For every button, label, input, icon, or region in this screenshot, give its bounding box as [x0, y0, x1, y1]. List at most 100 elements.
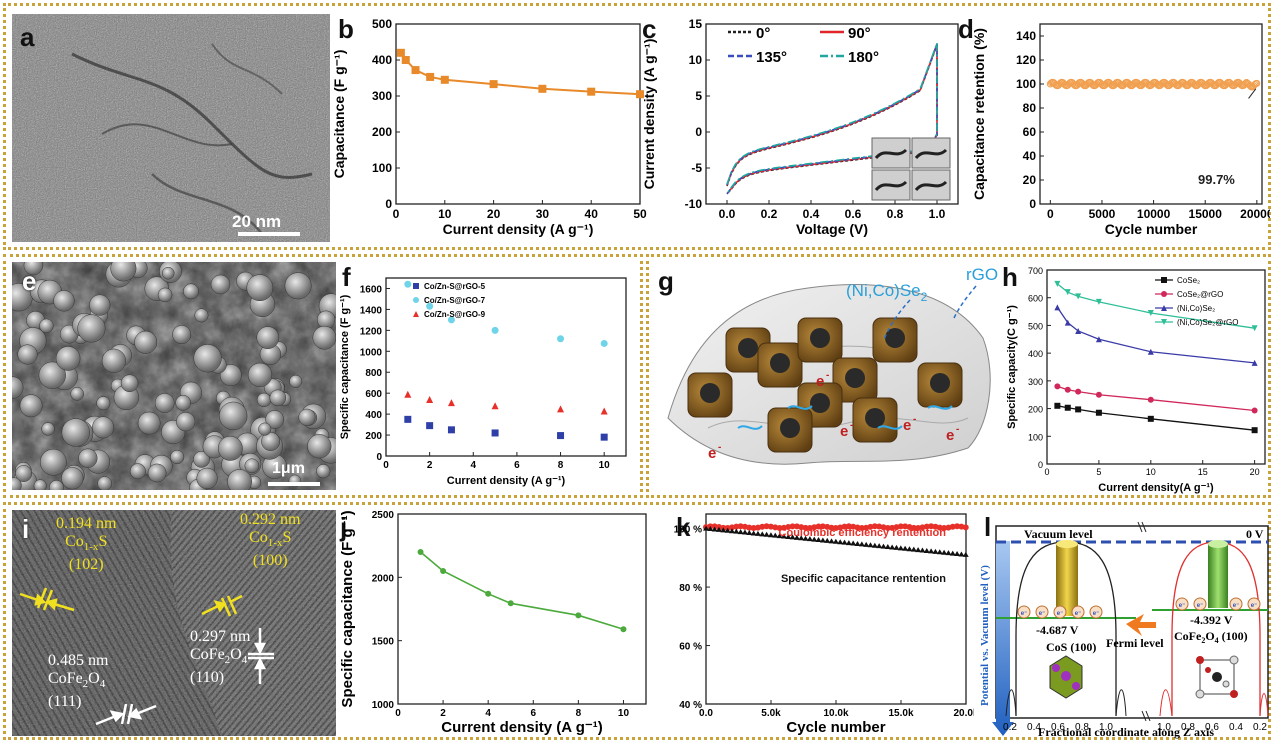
x-tick-label: 10 [599, 460, 611, 471]
particle [175, 394, 191, 411]
particle [196, 467, 218, 490]
y-tick-label: 1400 [360, 305, 383, 316]
electron-charge: - [826, 370, 829, 381]
chart-j: 0 2 4 6 8 10 1000 1500 2000 2500 Current density (… [339, 510, 647, 736]
x-tick-label: 20 [1250, 467, 1260, 477]
potential-bar-cofe2o4 [1208, 544, 1228, 608]
data-point-capacitance [850, 540, 857, 546]
band-x-tick: 1.0 [1099, 722, 1113, 733]
cofe2o4-material-label: CoFe2O4 (100) [1174, 629, 1248, 645]
data-point-capacitance [923, 547, 930, 553]
chart-f: 0 2 4 6 8 10 0 200 400 600 800 1000 1200 1400 1600 Curr… [339, 277, 627, 487]
particle [194, 308, 209, 323]
plot-frame [1046, 269, 1266, 465]
legend-marker [1161, 291, 1167, 297]
particle [53, 290, 75, 312]
y-tick-label: -5 [691, 161, 702, 175]
y-tick-label: 400 [1028, 349, 1043, 359]
series-label-coulombic: Coulombic efficiency rentention [779, 527, 947, 539]
tem-image [12, 14, 330, 242]
y-tick-label: 700 [1028, 266, 1043, 276]
data-point [1253, 79, 1261, 87]
particle [89, 294, 111, 316]
band-x-tick: 0.8 [1075, 722, 1089, 733]
x-tick-label: 0 [393, 207, 400, 221]
electron-label: e [946, 427, 954, 444]
particle [227, 469, 252, 490]
data-point-capacitance [841, 539, 848, 545]
particle [77, 314, 106, 343]
legend-marker [413, 311, 419, 317]
legend-label: 90° [848, 25, 871, 42]
y-tick-label: 600 [365, 389, 382, 400]
legend-label: 0° [756, 25, 770, 42]
data-point-capacitance [832, 538, 839, 544]
data-point [600, 339, 608, 347]
electron-sign: e⁻ [1233, 603, 1240, 609]
panel-e-micrograph [12, 262, 336, 490]
x-tick-label: 0.8 [887, 207, 904, 221]
electron-ball [1017, 605, 1031, 619]
y-tick-label: 60 % [679, 642, 702, 653]
legend-label: CoSe₂ [1177, 276, 1200, 285]
y-tick-label: 1600 [360, 284, 383, 295]
data-point [636, 90, 644, 99]
x-tick-label: 4 [485, 708, 491, 719]
electron-ball [1247, 597, 1261, 611]
data-point [1054, 402, 1061, 409]
data-point-capacitance [897, 545, 904, 551]
data-point-capacitance [910, 546, 917, 552]
data-point [1083, 80, 1091, 88]
electron-label: e [816, 373, 824, 390]
x-tick-label: 50 [633, 207, 647, 221]
data-point [1064, 319, 1071, 326]
nanocube-core [810, 393, 830, 413]
data-point [404, 415, 412, 423]
particle [219, 401, 248, 431]
sem-image [12, 262, 336, 490]
electron-charge: - [956, 424, 959, 435]
phase-2: Co1-xS [249, 529, 292, 550]
data-point [426, 395, 434, 403]
y-tick-label: 0 [1029, 197, 1036, 211]
data-point [600, 407, 608, 415]
data-point-capacitance [932, 548, 939, 554]
data-point-capacitance [802, 535, 809, 541]
data-point-capacitance [902, 545, 909, 551]
x-tick-label: 10 [1146, 467, 1156, 477]
data-point-capacitance [759, 531, 766, 537]
data-point [1147, 348, 1154, 355]
electron-ball [1193, 597, 1207, 611]
nanocube-core [738, 338, 758, 358]
particle [12, 477, 22, 490]
particle [183, 283, 199, 300]
particle [172, 325, 192, 345]
data-point [575, 612, 582, 619]
data-point-capacitance [724, 527, 731, 533]
data-point-capacitance [720, 527, 727, 533]
data-point-coulombic [962, 524, 969, 531]
band-x-tick: 0.2 [1253, 722, 1267, 733]
data-point [440, 75, 449, 84]
x-axis-label: Current density (A g⁻¹) [447, 475, 566, 487]
y-axis-label: Current density (A g⁻¹) [641, 39, 657, 190]
electron-sign: e⁻ [1021, 611, 1028, 617]
data-point-coulombic [733, 523, 740, 530]
label-rgo: rGO [966, 265, 998, 284]
inset-device [874, 148, 908, 160]
y-tick-label: 2000 [372, 573, 395, 584]
x-tick-label: 5000 [1089, 207, 1116, 221]
data-point-capacitance [858, 541, 865, 547]
y-tick-label: 100 [372, 161, 392, 175]
plot-frame [395, 23, 641, 205]
data-point-capacitance [767, 532, 774, 538]
x-axis-label: Cycle number [1105, 221, 1198, 237]
legend-label: (Ni,Co)Se₂@rGO [1177, 318, 1238, 327]
data-point [587, 87, 596, 96]
data-point-capacitance [949, 550, 956, 556]
data-point-capacitance [828, 538, 835, 544]
data-point [426, 422, 434, 430]
data-point [1251, 427, 1258, 434]
data-point [1054, 383, 1061, 390]
